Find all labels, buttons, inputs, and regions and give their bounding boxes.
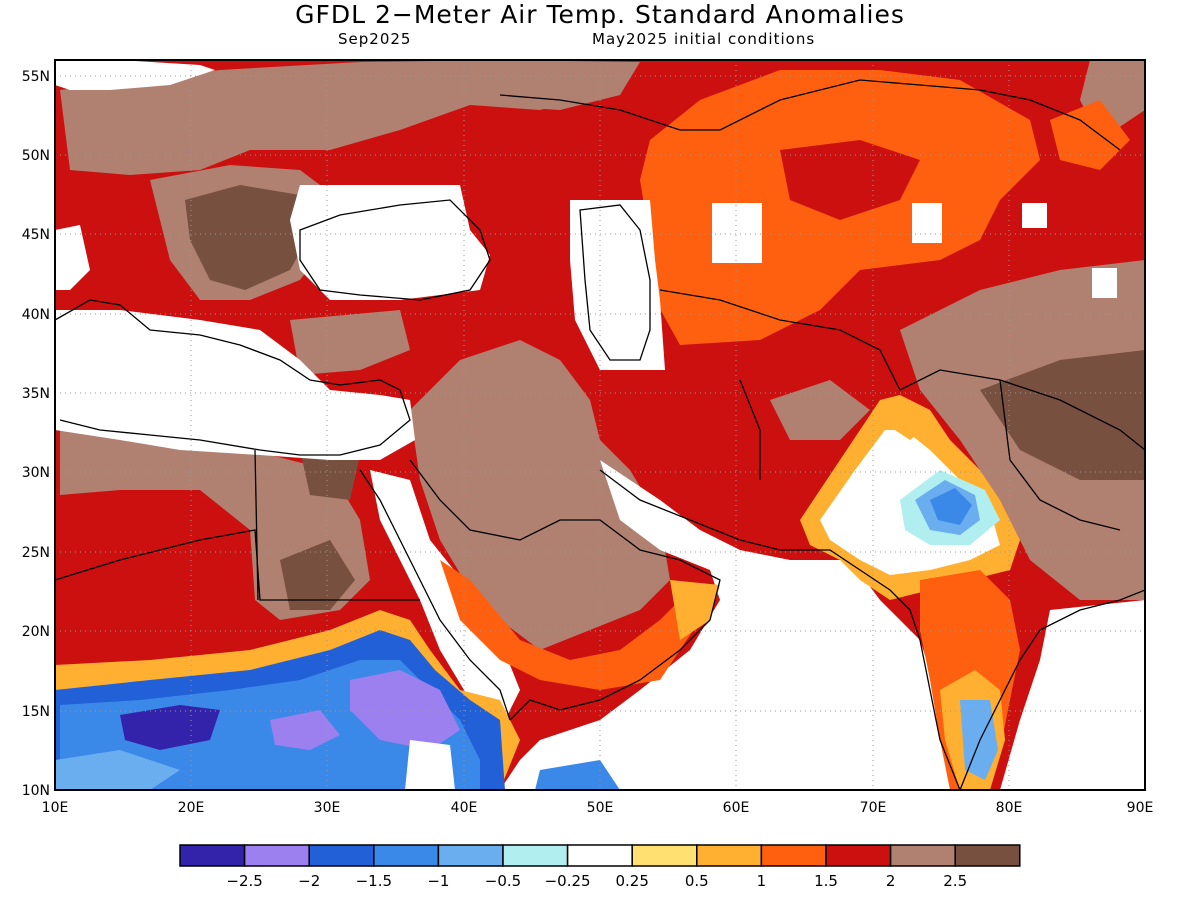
lat-tick-label: 20N — [22, 624, 50, 640]
colorbar — [179, 844, 1021, 867]
colorbar-label: −0.25 — [545, 872, 591, 890]
colorbar-labels: −2.5 −2 −1.5 −1 −0.5 −0.25 0.25 0.5 1 1.5 2 2.5 — [226, 872, 967, 890]
colorbar-swatch — [631, 844, 698, 867]
lat-tick-label: 45N — [22, 227, 50, 243]
colorbar-label: 2 — [886, 872, 896, 890]
lat-tick-label: 15N — [22, 704, 50, 720]
colorbar-label: −2 — [298, 872, 320, 890]
lon-tick-label: 90E — [1127, 800, 1154, 816]
lon-tick-label: 30E — [314, 800, 341, 816]
lon-tick-label: 40E — [451, 800, 478, 816]
colorbar-swatch — [825, 844, 892, 867]
colorbar-label: 0.5 — [685, 872, 709, 890]
colorbar-label: 1 — [757, 872, 767, 890]
colorbar-swatch — [889, 844, 956, 867]
lat-tick-label: 30N — [22, 465, 50, 481]
lon-axis: 10E 20E 30E 40E 50E 60E 70E 80E 90E — [42, 800, 1154, 816]
colorbar-label: −1.5 — [356, 872, 392, 890]
colorbar-label: 1.5 — [814, 872, 838, 890]
anomaly-field — [55, 60, 1145, 790]
initial-conditions: May2025 initial conditions — [592, 30, 816, 48]
lon-tick-label: 80E — [996, 800, 1023, 816]
map-frame — [54, 59, 1146, 791]
lat-tick-label: 50N — [22, 148, 50, 164]
lat-tick-label: 10N — [22, 783, 50, 799]
colorbar-swatch — [437, 844, 504, 867]
lon-tick-label: 10E — [42, 800, 69, 816]
lon-tick-label: 50E — [587, 800, 614, 816]
colorbar-swatch — [566, 844, 633, 867]
colorbar-swatch — [373, 844, 440, 867]
lon-tick-label: 70E — [860, 800, 887, 816]
colorbar-swatch — [308, 844, 375, 867]
colorbar-swatch — [502, 844, 569, 867]
grid-lines — [55, 60, 1145, 790]
colorbar-label: −2.5 — [226, 872, 262, 890]
lat-tick-label: 55N — [22, 69, 50, 85]
colorbar-label: 2.5 — [943, 872, 967, 890]
lon-tick-label: 20E — [178, 800, 205, 816]
colorbar-label: 0.25 — [615, 872, 648, 890]
lat-axis: 10N 15N 20N 25N 30N 35N 40N 45N 50N 55N — [22, 69, 50, 799]
lat-tick-label: 25N — [22, 545, 50, 561]
colorbar-swatch — [243, 844, 310, 867]
lat-tick-label: 35N — [22, 386, 50, 402]
map-title: GFDL 2−Meter Air Temp. Standard Anomalie… — [295, 0, 905, 29]
colorbar-swatch — [760, 844, 827, 867]
forecast-month: Sep2025 — [338, 30, 412, 48]
colorbar-label: −1 — [427, 872, 449, 890]
coastlines — [54, 79, 1146, 791]
lat-tick-label: 40N — [22, 307, 50, 323]
colorbar-label: −0.5 — [485, 872, 521, 890]
colorbar-swatch — [179, 844, 246, 867]
lon-tick-label: 60E — [723, 800, 750, 816]
colorbar-swatch — [954, 844, 1021, 867]
colorbar-swatch — [696, 844, 763, 867]
